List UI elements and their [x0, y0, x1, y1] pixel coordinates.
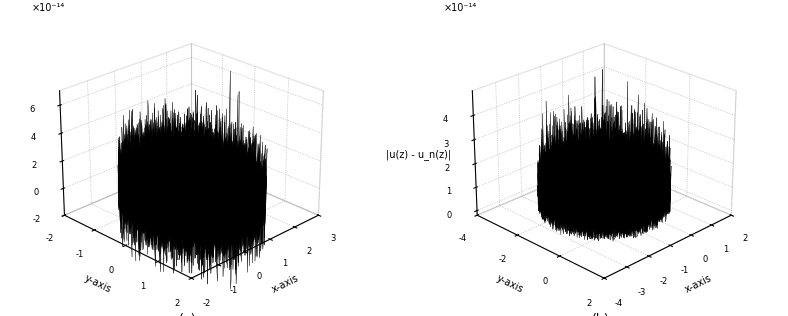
- X-axis label: x-axis: x-axis: [270, 273, 300, 295]
- Title: (b): (b): [592, 313, 609, 316]
- Title: (a): (a): [179, 313, 196, 316]
- Y-axis label: y-axis: y-axis: [83, 273, 113, 295]
- X-axis label: x-axis: x-axis: [683, 273, 713, 295]
- Text: ×10⁻¹⁴: ×10⁻¹⁴: [444, 3, 478, 13]
- Y-axis label: y-axis: y-axis: [495, 273, 526, 295]
- Text: ×10⁻¹⁴: ×10⁻¹⁴: [32, 3, 65, 13]
